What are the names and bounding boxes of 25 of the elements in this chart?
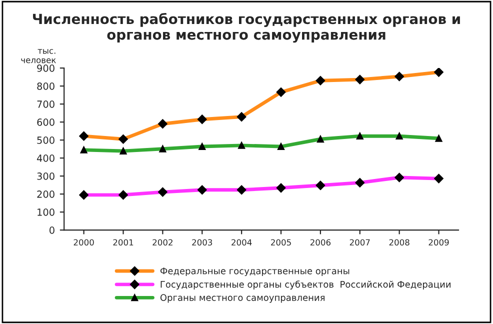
- y-tick-label: 400: [36, 154, 54, 162]
- y-tick-label: 700: [37, 100, 54, 108]
- legend-label: Государственные органы субъектов Российской Федерации: [160, 280, 450, 290]
- y-tick-label: 500: [37, 136, 54, 144]
- x-tick-label: 2006: [310, 239, 331, 246]
- y-tick-label: 600: [37, 118, 54, 126]
- x-tick-label: 2007: [350, 239, 370, 246]
- y-tick-label: 200: [37, 190, 54, 198]
- x-tick-label: 2004: [232, 239, 252, 246]
- y-axis-title: тыс. человек: [21, 49, 56, 64]
- y-tick-label: 100: [38, 208, 54, 216]
- x-tick-label: 2003: [192, 239, 212, 246]
- legend-label: Федеральные государственные органы: [160, 268, 350, 276]
- y-tick-label: 0: [50, 226, 54, 234]
- y-tick-label: 900: [37, 64, 54, 72]
- x-tick-label: 2000: [74, 239, 94, 246]
- y-tick-label: 800: [37, 82, 54, 90]
- x-tick-label: 2001: [113, 239, 134, 246]
- chart-title: Численность работников государственных органов и органов местного самоуправления: [33, 12, 460, 43]
- x-tick-label: 2009: [428, 239, 449, 246]
- x-tick-label: 2005: [271, 239, 291, 246]
- legend-label: Органы местного самоуправления: [160, 294, 324, 303]
- x-tick-label: 2008: [389, 239, 410, 246]
- x-tick-label: 2002: [152, 239, 172, 246]
- y-tick-label: 300: [37, 172, 54, 180]
